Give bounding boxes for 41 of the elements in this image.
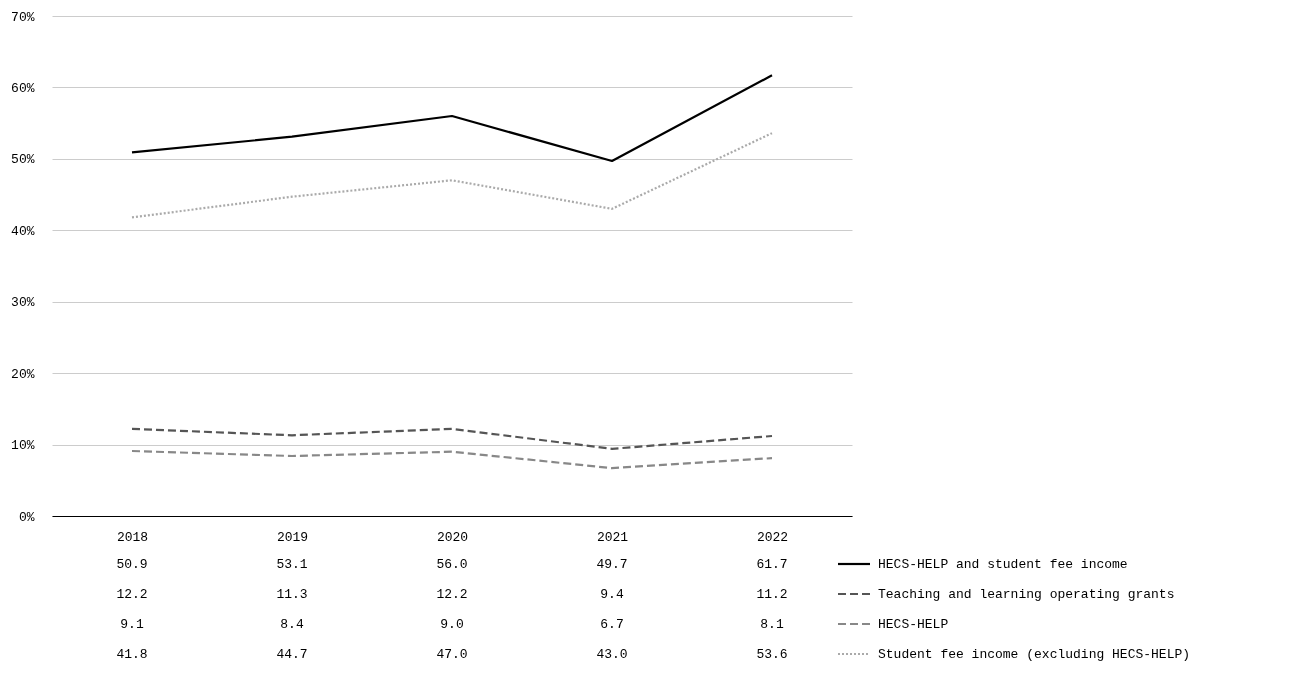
data-label: 9.0 <box>440 617 464 632</box>
x-tick-label: 2019 <box>276 529 309 545</box>
data-label: 61.7 <box>756 557 788 572</box>
x-tick-label: 2018 <box>116 529 149 545</box>
line-series <box>130 449 774 470</box>
legend-label: Teaching and learning operating grants <box>878 587 1175 602</box>
legend-label: HECS-HELP <box>878 617 949 632</box>
data-label: 49.7 <box>596 557 628 572</box>
line-series <box>130 132 774 219</box>
y-tick-label: 60% <box>11 80 35 96</box>
y-tick-label: 50% <box>11 152 35 168</box>
data-label: 43.0 <box>596 647 628 662</box>
legend-label: Student fee income (excluding HECS-HELP) <box>878 647 1191 662</box>
data-label: 11.2 <box>756 587 788 602</box>
y-tick-label: 10% <box>11 438 35 454</box>
x-tick-label: 2020 <box>436 529 469 545</box>
y-tick-label: 40% <box>11 223 35 239</box>
data-label: 53.6 <box>756 647 788 662</box>
y-tick-label: 70% <box>11 9 35 25</box>
line-series <box>130 427 774 450</box>
data-label: 8.1 <box>760 617 784 632</box>
data-label: 8.4 <box>280 617 304 632</box>
data-label: 6.7 <box>600 617 624 632</box>
y-tick-label: 0% <box>18 509 35 525</box>
legend-label: HECS-HELP and student fee income <box>878 557 1128 572</box>
data-label: 11.3 <box>276 587 308 602</box>
data-label: 56.0 <box>436 557 468 572</box>
y-tick-label: 20% <box>11 366 35 382</box>
data-label: 47.0 <box>436 647 468 662</box>
x-tick-label: 2022 <box>756 529 789 545</box>
data-label: 12.2 <box>116 587 148 602</box>
data-label: 50.9 <box>116 557 148 572</box>
data-label: 41.8 <box>116 647 148 662</box>
line-series <box>130 74 774 163</box>
y-tick-label: 30% <box>11 295 35 311</box>
data-label: 12.2 <box>436 587 468 602</box>
data-label: 9.4 <box>600 587 624 602</box>
data-label: 53.1 <box>276 557 308 572</box>
data-label: 9.1 <box>120 617 144 632</box>
data-label: 44.7 <box>276 647 308 662</box>
x-tick-label: 2021 <box>596 529 629 545</box>
